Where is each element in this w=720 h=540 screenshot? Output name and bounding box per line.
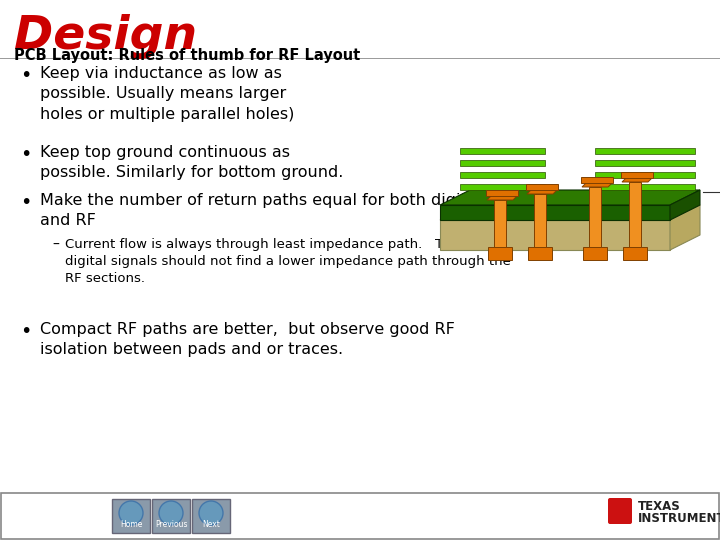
Polygon shape	[527, 190, 557, 194]
Polygon shape	[460, 148, 545, 154]
FancyBboxPatch shape	[192, 499, 230, 533]
Polygon shape	[440, 205, 670, 220]
Polygon shape	[582, 183, 612, 187]
Polygon shape	[487, 196, 517, 200]
Text: Compact RF paths are better,  but observe good RF
isolation between pads and or : Compact RF paths are better, but observe…	[40, 322, 455, 357]
Text: Current flow is always through least impedance path.   Therefore
digital signals: Current flow is always through least imp…	[65, 238, 511, 285]
Polygon shape	[440, 190, 700, 205]
Polygon shape	[494, 200, 506, 247]
Polygon shape	[581, 177, 613, 183]
Text: •: •	[20, 193, 32, 212]
Polygon shape	[488, 247, 512, 260]
Text: Home: Home	[120, 520, 142, 529]
Circle shape	[119, 501, 143, 525]
Polygon shape	[629, 182, 641, 247]
Polygon shape	[595, 184, 695, 190]
Text: •: •	[20, 145, 32, 164]
Polygon shape	[583, 247, 607, 260]
Polygon shape	[460, 160, 545, 166]
Text: Next: Next	[202, 520, 220, 529]
Circle shape	[199, 501, 223, 525]
Polygon shape	[622, 178, 652, 182]
Text: Make the number of return paths equal for both digital
and RF: Make the number of return paths equal fo…	[40, 193, 481, 228]
Text: •: •	[20, 322, 32, 341]
Polygon shape	[526, 184, 558, 190]
Polygon shape	[589, 187, 601, 247]
Text: Keep via inductance as low as
possible. Usually means larger
holes or multiple p: Keep via inductance as low as possible. …	[40, 66, 294, 122]
Polygon shape	[621, 172, 653, 178]
Text: INSTRUMENTS: INSTRUMENTS	[638, 512, 720, 525]
Text: Keep top ground continuous as
possible. Similarly for bottom ground.: Keep top ground continuous as possible. …	[40, 145, 343, 180]
Text: Design: Design	[14, 14, 197, 59]
Text: Previous: Previous	[155, 520, 187, 529]
Polygon shape	[670, 205, 700, 250]
Polygon shape	[460, 184, 545, 190]
Polygon shape	[623, 247, 647, 260]
Text: TEXAS: TEXAS	[638, 500, 680, 513]
FancyBboxPatch shape	[608, 498, 632, 524]
Polygon shape	[534, 194, 546, 247]
Polygon shape	[528, 247, 552, 260]
Polygon shape	[486, 190, 518, 196]
Text: PCB Layout: Rules of thumb for RF Layout: PCB Layout: Rules of thumb for RF Layout	[14, 48, 360, 63]
Polygon shape	[595, 160, 695, 166]
Polygon shape	[595, 148, 695, 154]
Circle shape	[159, 501, 183, 525]
FancyBboxPatch shape	[112, 499, 150, 533]
Text: •: •	[20, 66, 32, 85]
Bar	[1, 493, 719, 539]
Polygon shape	[440, 220, 670, 250]
Text: –: –	[52, 238, 59, 252]
FancyBboxPatch shape	[152, 499, 190, 533]
Polygon shape	[440, 205, 700, 220]
Polygon shape	[670, 190, 700, 220]
Polygon shape	[595, 172, 695, 178]
Polygon shape	[460, 172, 545, 178]
